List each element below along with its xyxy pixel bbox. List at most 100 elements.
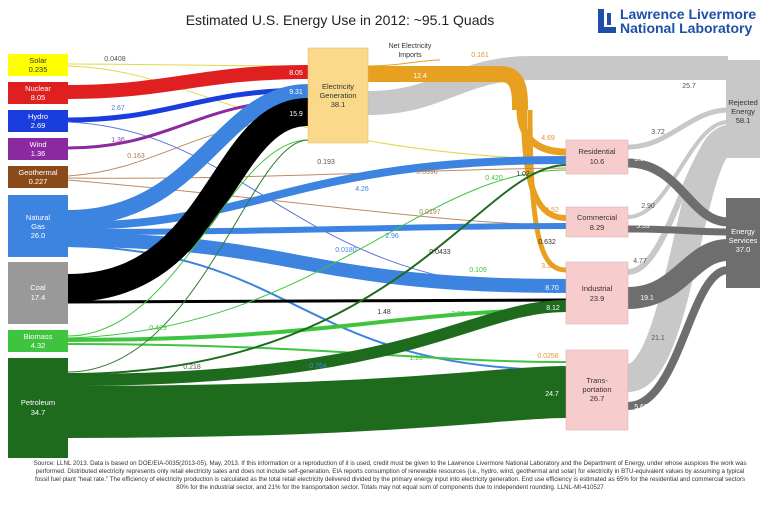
flow-residential-to-rejected [627,107,729,150]
flows [67,56,733,438]
source-boxes: Solar 0.235 Nuclear 8.05 Hydro 2.69 Wind… [8,54,68,458]
source-petroleum: Petroleum 34.7 [8,358,68,458]
flow-geothermal-to-residential [67,167,567,179]
services-value: 37.0 [736,245,751,254]
sector-industrial: Industrial 23.9 [565,261,629,325]
flow-solar-to-generation [67,63,309,67]
flow-label: 21.1 [651,335,665,342]
rejected-line2: Energy [731,107,755,116]
source-wind-name: Wind [29,140,46,149]
flow-commercial-to-services [627,225,729,236]
sector-residential: Residential 10.6 [565,139,629,175]
flow-label: 0.0256 [537,353,559,360]
flow-electricity-to-residential [516,109,567,156]
flow-label: 5.60 [634,404,648,411]
flow-coal-to-industrial [67,298,567,304]
source-nuclear: Nuclear 8.05 [8,82,68,104]
flow-label: 0.0396 [416,169,438,176]
flow-label: 0.218 [183,364,201,371]
source-hydro: Hydro 2.69 [8,110,68,132]
flow-label: 5.39 [636,223,650,230]
flow-industrial-to-services [627,239,730,309]
source-footnote: Source: LLNL 2013. Data is based on DOE/… [33,460,747,491]
flow-label: 4.77 [633,258,647,265]
source-gas-name-line2: Gas [31,222,45,231]
flow-label: 6.90 [634,156,648,163]
imports-line2: Imports [398,52,422,59]
transportation-line1: Trans- [586,376,608,385]
generation-line1: Electricity [322,82,354,91]
flow-label: 0.0433 [429,249,451,256]
source-wind: Wind 1.36 [8,138,68,160]
commercial-name: Commercial [577,213,617,222]
flow-gas-to-industrial [67,233,567,293]
flow-label: 24.7 [545,391,559,398]
flow-coal-to-generation [67,98,310,302]
residential-name: Residential [578,147,615,156]
imports-value: 0.161 [471,52,489,59]
flow-label: 3.72 [651,129,665,136]
flow-label: 25.7 [682,83,696,90]
flow-label: 1.16 [409,355,423,362]
flow-gas-to-commercial [67,223,567,235]
flow-label: 8.70 [545,285,559,292]
rejected-line1: Rejected [728,98,758,107]
flow-label: 2.96 [385,233,399,240]
flow-label: 8.05 [289,70,303,77]
llnl-logo: Lawrence Livermore National Laboratory [598,7,763,43]
source-coal-name: Coal [30,283,46,292]
services-line1: Energy [731,227,755,236]
source-solar-value: 0.235 [29,65,48,74]
residential-value: 10.6 [590,157,605,166]
transportation-line2: portation [582,385,611,394]
diagram-title: Estimated U.S. Energy Use in 2012: ~95.1… [185,12,495,28]
flow-petroleum-to-industrial [67,300,567,386]
electricity-generation-box: Electricity Generation 38.1 [307,47,369,144]
flow-label: 8.12 [546,305,560,312]
industrial-value: 23.9 [590,294,605,303]
source-geothermal-name: Geothermal [18,168,58,177]
source-wind-value: 1.36 [31,149,46,158]
source-geothermal-value: 0.227 [29,177,48,186]
sector-transportation: Trans- portation 26.7 [565,349,629,431]
flow-generation-to-distribution [368,66,528,111]
flow-transport-to-rejected [624,126,733,392]
flow-label: 0.0408 [104,56,126,63]
flow-nuclear-to-generation [67,65,309,99]
flow-label: 0.764 [309,363,327,370]
source-solar-name: Solar [29,56,47,65]
flow-imports-to-generation [367,59,441,67]
flow-transport-to-services [627,266,729,410]
flow-label: 1.48 [377,309,391,316]
logo-line1: Lawrence Livermore [620,6,757,22]
industrial-name: Industrial [582,284,613,293]
flow-gas-to-residential [67,156,567,230]
transportation-value: 26.7 [590,394,605,403]
flow-label: 0.420 [485,175,503,182]
flow-petroleum-to-generation [67,139,309,373]
flow-biomass-to-residential [67,169,567,339]
flow-labels: 0.0408 8.05 2.67 1.36 0.163 9.31 15.9 0.… [104,56,696,411]
flow-biomass-to-generation [67,139,309,337]
flow-commercial-to-rejected [627,120,729,219]
flow-label: 12.4 [413,73,427,80]
source-natural-gas: Natural Gas 26.0 [8,195,68,257]
generation-value: 38.1 [331,100,346,109]
flow-hydro-to-generation [67,87,309,123]
flow-label: 4.52 [545,207,559,214]
flow-label: 4.26 [355,186,369,193]
generation-line2: Generation [319,91,356,100]
commercial-value: 8.29 [590,223,605,232]
source-nuclear-name: Nuclear [25,84,51,93]
source-coal-value: 17.4 [31,293,46,302]
source-petroleum-name: Petroleum [21,398,55,407]
source-gas-name-line1: Natural [26,213,51,222]
flow-gas-to-generation [67,84,309,226]
flow-label: 15.9 [289,111,303,118]
net-imports-label: Net Electricity Imports 0.161 [389,43,489,59]
source-biomass-name: Biomass [24,332,53,341]
sector-boxes: Residential 10.6 Commercial 8.29 Industr… [565,139,629,431]
source-gas-value: 26.0 [31,231,46,240]
energy-services-box: Energy Services 37.0 [726,198,760,288]
